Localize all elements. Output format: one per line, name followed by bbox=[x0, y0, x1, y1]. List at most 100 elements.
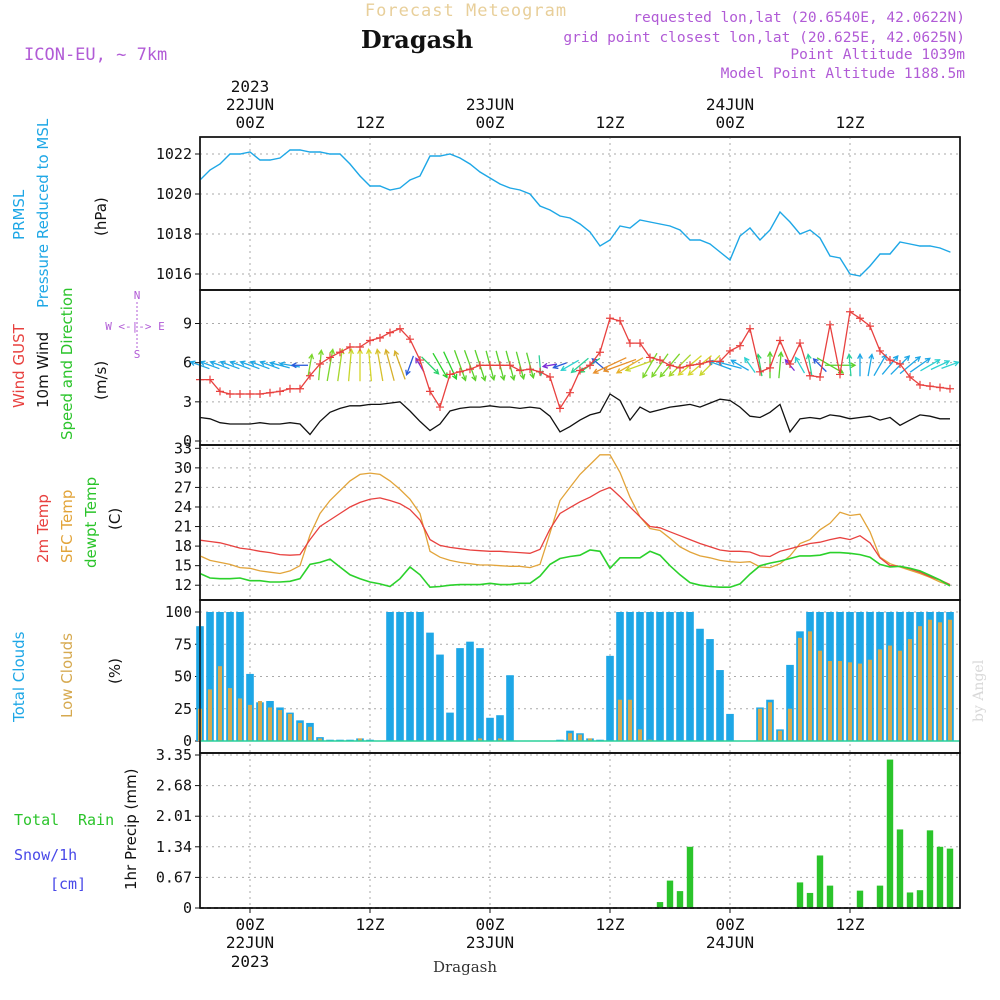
top-hour-label-4: 00Z bbox=[716, 113, 745, 132]
wind-arrow bbox=[794, 356, 806, 374]
wind-arrow bbox=[846, 352, 853, 377]
wind-arrow bbox=[249, 360, 270, 370]
clouds-unit: (%) bbox=[106, 658, 124, 684]
pressure-point bbox=[299, 149, 301, 151]
wind-arrow bbox=[867, 353, 875, 377]
wind-arrow bbox=[443, 351, 458, 381]
wind-arrow-shaft bbox=[616, 357, 644, 374]
low-cloud-bar bbox=[588, 738, 592, 741]
wind-10m-line bbox=[199, 393, 950, 436]
wind-gust-marker bbox=[306, 371, 314, 380]
low-cloud-bar bbox=[858, 663, 862, 741]
pressure-point bbox=[359, 175, 361, 177]
pressure-label-prmsl: PRMSL bbox=[10, 189, 28, 240]
wind-arrow-shaft bbox=[813, 358, 827, 373]
wind-gust-marker bbox=[496, 361, 504, 370]
wind-gust-marker bbox=[886, 356, 894, 365]
low-cloud-bar bbox=[778, 730, 782, 741]
wind-gust-marker bbox=[636, 339, 644, 348]
low-cloud-bar bbox=[768, 702, 772, 741]
precip-bar bbox=[666, 880, 674, 908]
wind-gust-marker bbox=[816, 373, 824, 382]
wind-gust-marker bbox=[376, 333, 384, 342]
precip-ytick-label-1: 0.67 bbox=[156, 868, 192, 886]
wind-gust-marker bbox=[536, 367, 544, 376]
wind-gust-marker bbox=[626, 339, 634, 348]
pressure-point bbox=[289, 149, 291, 151]
precip-bar bbox=[826, 885, 834, 908]
total-cloud-bar bbox=[676, 612, 684, 741]
wind-gust-marker bbox=[676, 363, 684, 372]
wind-arrow-shaft bbox=[394, 350, 406, 380]
low-cloud-bar bbox=[888, 645, 892, 741]
wind-arrow-shaft bbox=[515, 351, 525, 379]
low-cloud-bar bbox=[898, 650, 902, 741]
pressure-point bbox=[839, 257, 841, 259]
temperature-ytick-label-5: 27 bbox=[174, 478, 192, 496]
watermark: by Angel bbox=[971, 659, 987, 722]
low-cloud-bar bbox=[948, 619, 952, 741]
wind-arrow-head bbox=[189, 360, 196, 367]
wind-arrow-head bbox=[699, 370, 706, 377]
wind-arrow bbox=[920, 359, 941, 372]
total-cloud-bar bbox=[416, 612, 424, 741]
precip-ytick-label-5: 3.35 bbox=[156, 746, 192, 764]
wind-gust-marker bbox=[876, 346, 884, 355]
pressure-point bbox=[949, 251, 951, 253]
wind-arrow bbox=[307, 353, 315, 377]
wind-arrow bbox=[337, 348, 345, 382]
precip-bar bbox=[656, 902, 664, 908]
plot-layers bbox=[189, 136, 961, 909]
low-cloud-bar bbox=[628, 699, 632, 741]
precip-bar bbox=[686, 846, 694, 908]
total-cloud-bar bbox=[636, 612, 644, 741]
compass-west-east: W <-|-> E bbox=[105, 320, 165, 333]
wind-gust-marker bbox=[736, 341, 744, 350]
pressure-ytick-label-1: 1018 bbox=[156, 225, 192, 243]
wind-gust-marker bbox=[916, 380, 924, 389]
wind-gust-marker bbox=[526, 365, 534, 374]
clouds-ytick-label-0: 0 bbox=[183, 732, 192, 750]
wind-arrow-head bbox=[570, 367, 577, 374]
low-cloud-bar bbox=[828, 661, 832, 741]
wind-gust-marker bbox=[946, 384, 954, 393]
wind-gust-marker bbox=[516, 366, 524, 375]
wind-arrow-head bbox=[239, 360, 246, 367]
pressure-point bbox=[269, 159, 271, 161]
pressure-point bbox=[279, 157, 281, 159]
low-cloud-bar bbox=[618, 699, 622, 741]
wind-arrow-head bbox=[290, 362, 297, 369]
footer-location: Dragash bbox=[433, 958, 497, 976]
wind-gust-marker bbox=[696, 359, 704, 368]
top-year-label: 2023 bbox=[231, 77, 270, 96]
wind-arrow-shaft bbox=[376, 349, 384, 382]
wind-gust-marker bbox=[226, 390, 234, 398]
wind-gust-marker bbox=[256, 390, 264, 398]
wind-arrow-shaft bbox=[561, 359, 579, 371]
wind-gust-marker bbox=[716, 357, 724, 366]
low-cloud-bar bbox=[218, 666, 222, 741]
total-cloud-bar bbox=[656, 612, 664, 741]
wind-arrow-shaft bbox=[848, 354, 852, 377]
pressure-point bbox=[679, 229, 681, 231]
pressure-point bbox=[909, 243, 911, 245]
wind-arrow-shaft bbox=[794, 357, 806, 374]
low-cloud-bar bbox=[498, 738, 502, 741]
bottom-year-label: 2023 bbox=[231, 952, 270, 971]
panels: 1016101810201022036912151821242730330255… bbox=[156, 136, 961, 917]
point-altitude: Point Altitude 1039m bbox=[790, 47, 965, 63]
top-date-label-0: 22JUN bbox=[226, 95, 274, 114]
total-cloud-bar bbox=[466, 641, 474, 741]
pressure-unit: (hPa) bbox=[92, 197, 110, 236]
clouds-ytick-label-2: 50 bbox=[174, 668, 192, 686]
total-cloud-bar bbox=[486, 717, 494, 741]
wind-arrow-head bbox=[229, 360, 236, 367]
wind-arrow bbox=[259, 360, 280, 370]
wind-gust-marker bbox=[746, 324, 754, 333]
wind-gust-marker bbox=[426, 387, 434, 396]
precip-rain-label: Rain bbox=[78, 811, 114, 829]
wind-arrow-shaft bbox=[881, 355, 899, 375]
wind-arrow-shaft bbox=[778, 352, 782, 379]
wind-gust-marker bbox=[276, 387, 284, 396]
wind-gust-marker bbox=[446, 370, 454, 379]
